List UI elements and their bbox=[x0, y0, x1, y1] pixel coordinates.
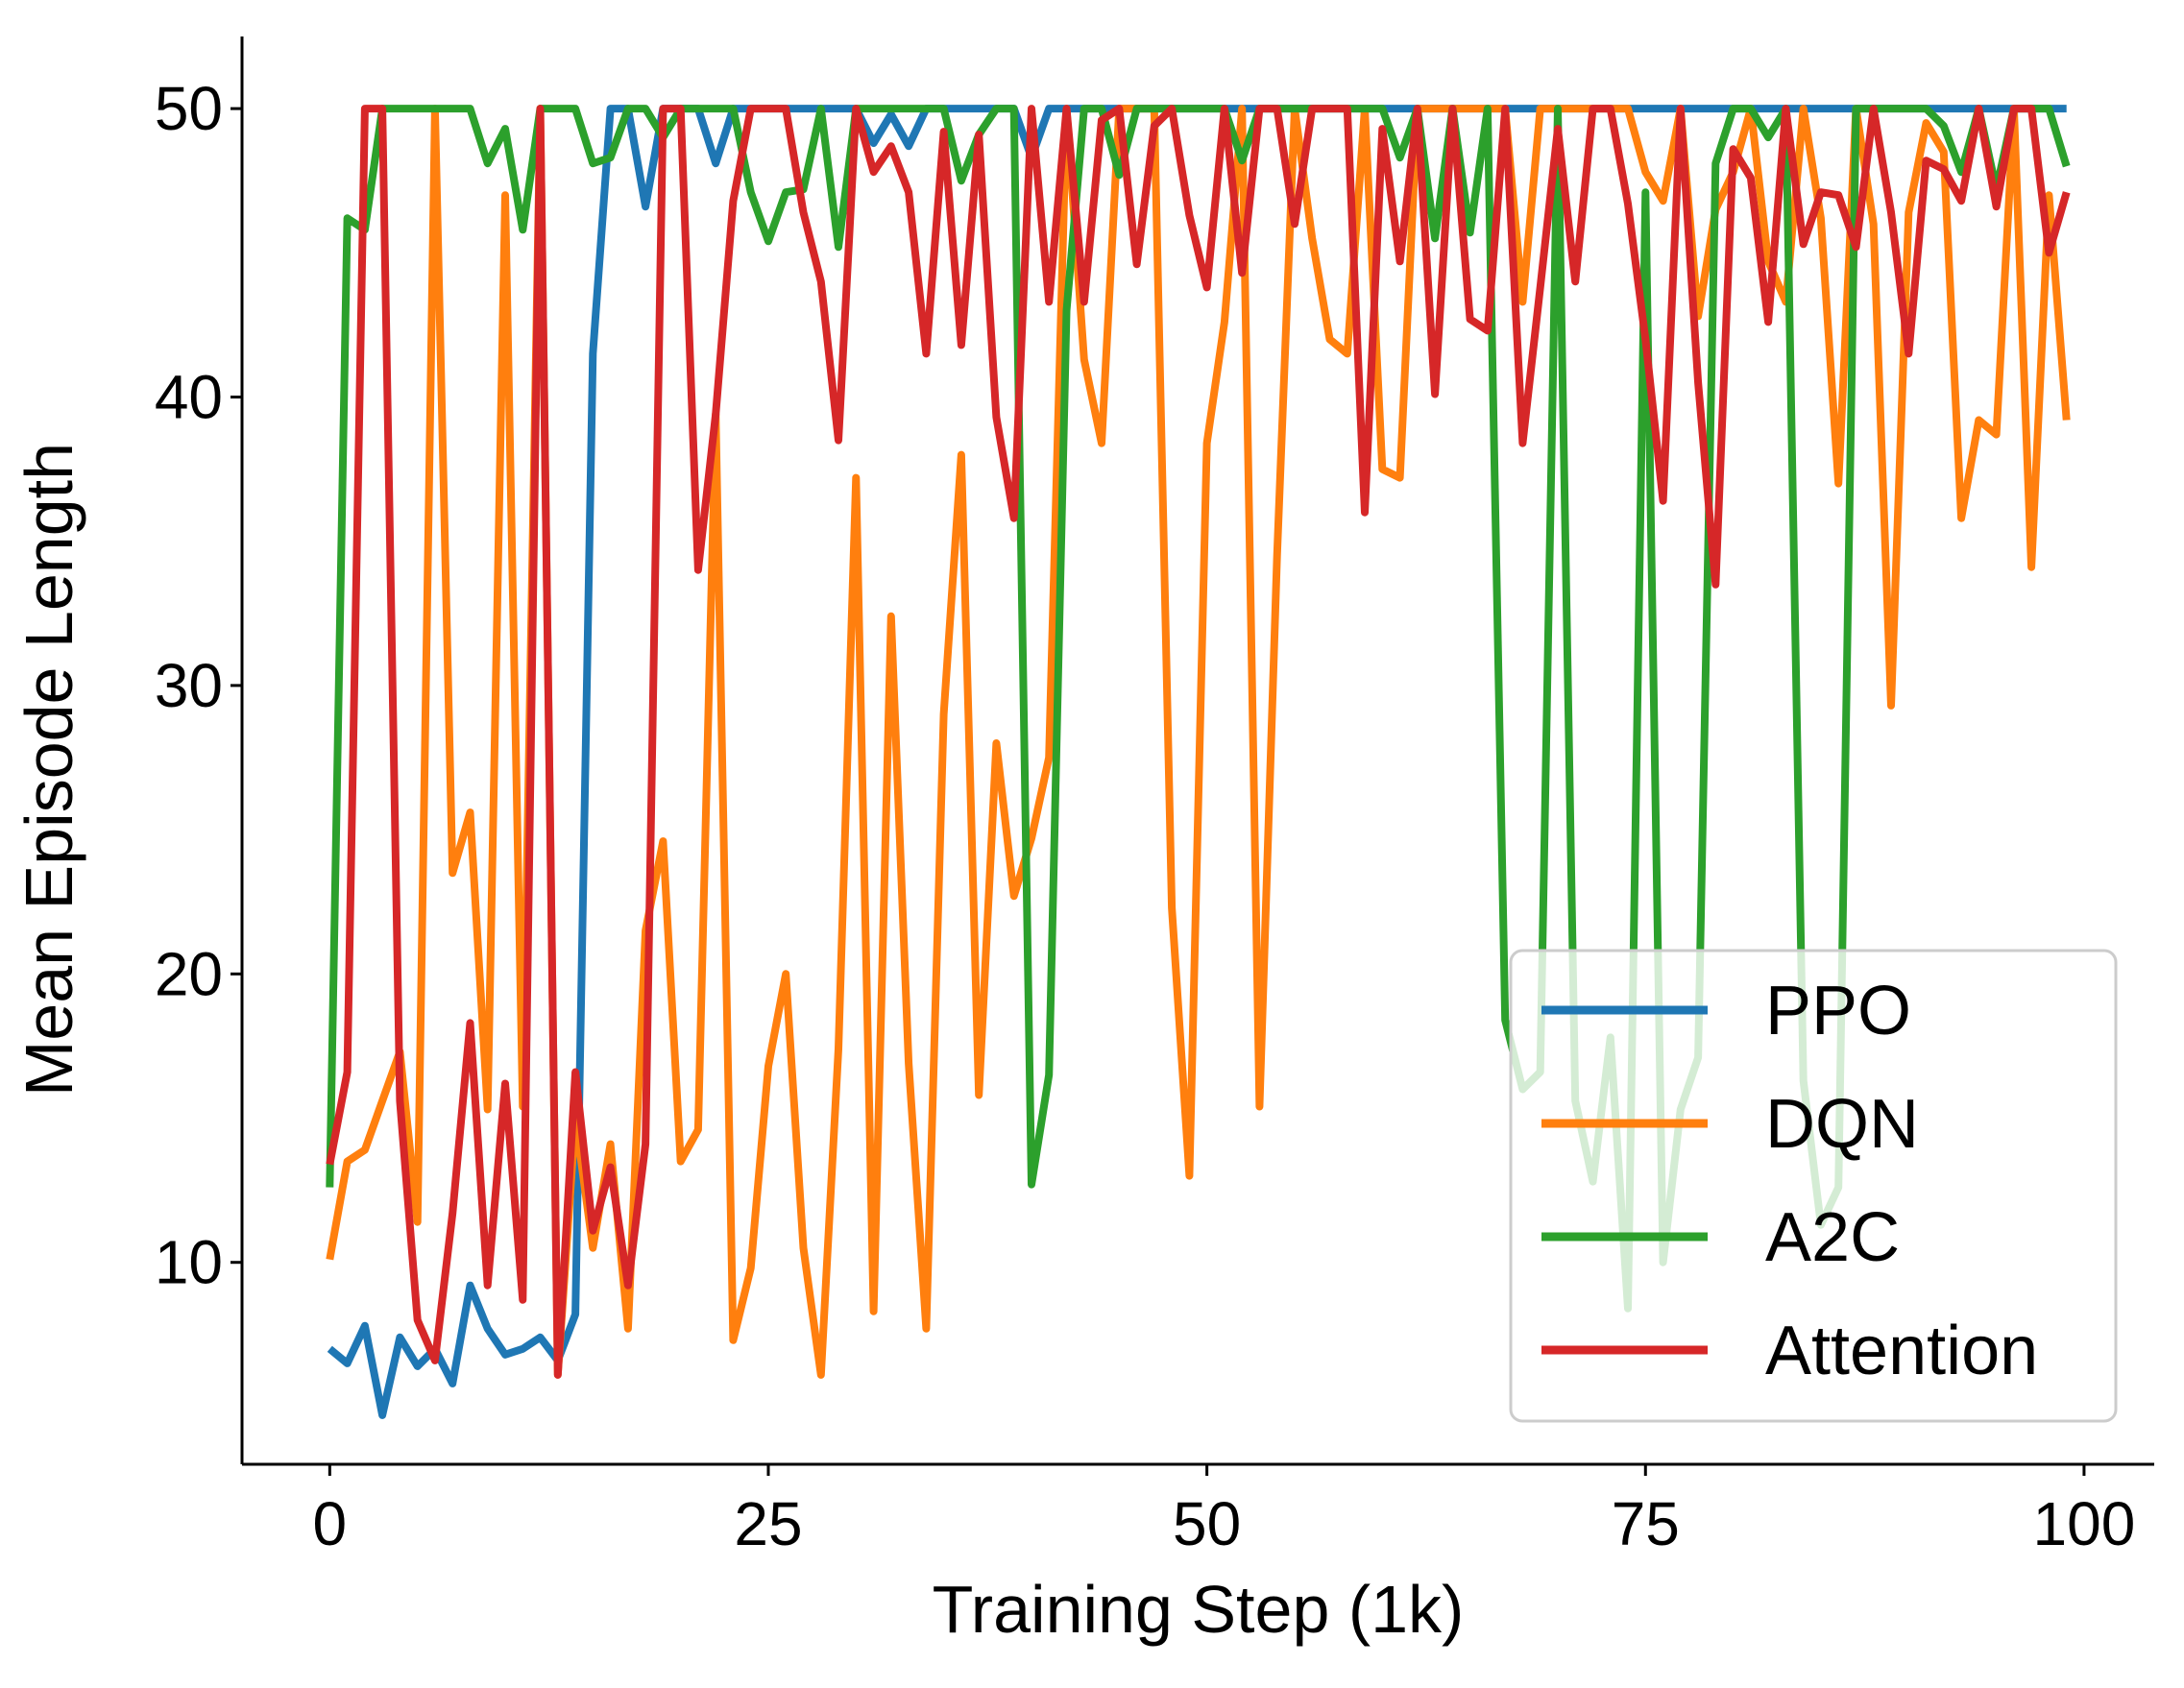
x-axis-title: Training Step (1k) bbox=[933, 1572, 1465, 1647]
series-line-a2c bbox=[326, 105, 2071, 1313]
x-tick-label: 25 bbox=[734, 1489, 802, 1558]
y-tick-label: 20 bbox=[155, 939, 223, 1008]
series-line-attention bbox=[326, 105, 2071, 1379]
legend-label-ppo: PPO bbox=[1765, 973, 1911, 1049]
legend-label-a2c: A2C bbox=[1765, 1199, 1900, 1276]
y-tick-label: 40 bbox=[155, 363, 223, 432]
ticks: 0 25 50 75 100 10 20 30 40 50 bbox=[155, 74, 2136, 1558]
legend-label-attention: Attention bbox=[1765, 1313, 2038, 1389]
x-tick-label: 100 bbox=[2033, 1489, 2136, 1558]
legend-items: PPO DQN A2C Attention bbox=[1541, 973, 2038, 1389]
y-tick-label: 50 bbox=[155, 74, 223, 143]
y-axis-title: Mean Episode Length bbox=[12, 443, 86, 1097]
legend-box bbox=[1509, 949, 2118, 1423]
legend: PPO DQN A2C Attention bbox=[1509, 949, 2118, 1423]
y-tick-label: 10 bbox=[155, 1228, 223, 1297]
legend-label-dqn: DQN bbox=[1765, 1086, 1919, 1163]
x-tick-label: 75 bbox=[1612, 1489, 1680, 1558]
axes bbox=[240, 36, 2154, 1466]
x-tick-label: 50 bbox=[1173, 1489, 1241, 1558]
x-tick-label: 0 bbox=[313, 1489, 348, 1558]
series-lines bbox=[326, 105, 2071, 1419]
y-tick-label: 30 bbox=[155, 651, 223, 720]
